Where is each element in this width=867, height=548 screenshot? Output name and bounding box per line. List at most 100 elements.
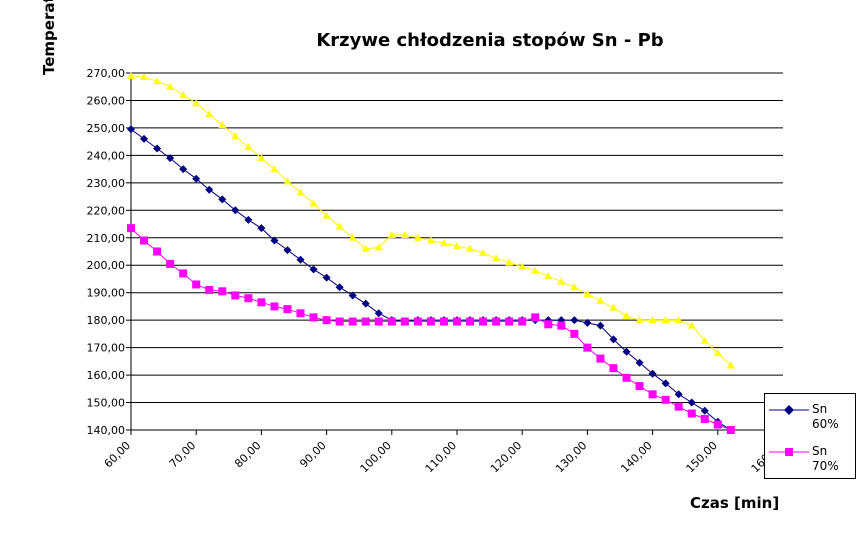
data-point bbox=[648, 390, 657, 399]
legend-marker-square-icon bbox=[769, 448, 809, 456]
data-point bbox=[583, 343, 592, 352]
data-point bbox=[661, 395, 670, 404]
data-point bbox=[713, 349, 722, 357]
data-point bbox=[557, 321, 566, 330]
data-point bbox=[218, 121, 227, 129]
y-tick-label: 270,00 bbox=[87, 67, 126, 80]
data-point bbox=[596, 354, 605, 363]
data-point bbox=[531, 313, 540, 322]
x-axis-label: Czas [min] bbox=[690, 494, 780, 512]
data-point bbox=[205, 185, 214, 194]
data-point bbox=[726, 426, 735, 434]
data-point bbox=[348, 291, 357, 300]
data-point bbox=[348, 317, 357, 326]
data-point bbox=[544, 272, 553, 280]
x-tick-label: 100,00 bbox=[358, 439, 394, 475]
data-point bbox=[192, 280, 201, 289]
data-point bbox=[426, 236, 435, 244]
data-point bbox=[322, 211, 331, 219]
data-point bbox=[518, 262, 527, 270]
data-point bbox=[166, 259, 175, 268]
data-point bbox=[166, 82, 175, 90]
data-point bbox=[257, 224, 266, 233]
data-point bbox=[426, 317, 435, 326]
y-axis-label: Temperatura bbox=[40, 0, 58, 75]
data-point bbox=[244, 294, 253, 303]
data-point bbox=[335, 222, 344, 230]
data-point bbox=[492, 254, 501, 262]
data-point bbox=[218, 195, 227, 204]
legend-item-sn-60: Sn 60% bbox=[765, 394, 855, 434]
data-point bbox=[309, 199, 318, 207]
x-tick-label: 90,00 bbox=[297, 439, 328, 470]
data-point bbox=[283, 177, 292, 185]
data-point bbox=[153, 144, 162, 153]
data-point bbox=[518, 317, 527, 326]
data-point bbox=[596, 321, 605, 330]
chart-title: Krzywe chłodzenia stopów Sn - Pb bbox=[316, 30, 664, 51]
data-point bbox=[622, 347, 631, 356]
data-point bbox=[361, 317, 370, 326]
y-tick-label: 140,00 bbox=[87, 424, 126, 437]
y-tick-label: 240,00 bbox=[87, 149, 126, 162]
y-tick-label: 210,00 bbox=[87, 232, 126, 245]
data-point bbox=[687, 398, 696, 407]
data-point bbox=[687, 321, 696, 329]
data-point bbox=[609, 364, 618, 373]
data-point bbox=[700, 406, 709, 415]
data-point bbox=[153, 247, 162, 256]
data-point bbox=[635, 358, 644, 367]
data-point bbox=[596, 296, 605, 304]
data-point bbox=[439, 239, 448, 247]
data-point bbox=[505, 258, 514, 266]
legend-marker-diamond-icon bbox=[769, 405, 809, 415]
data-point bbox=[387, 317, 396, 326]
legend-label-percent: 70% bbox=[812, 459, 839, 473]
y-tick-label: 180,00 bbox=[87, 314, 126, 327]
data-point bbox=[348, 233, 357, 241]
data-point bbox=[309, 313, 318, 322]
y-tick-label: 220,00 bbox=[87, 204, 126, 217]
data-point bbox=[648, 369, 657, 378]
data-point bbox=[335, 317, 344, 326]
data-point bbox=[322, 316, 331, 325]
data-point bbox=[648, 316, 657, 324]
data-point bbox=[296, 255, 305, 264]
x-tick-label: 130,00 bbox=[553, 439, 589, 475]
data-point bbox=[570, 283, 579, 291]
data-point bbox=[609, 335, 618, 344]
data-point bbox=[309, 265, 318, 274]
data-point bbox=[374, 309, 383, 318]
data-point bbox=[387, 231, 396, 239]
data-point bbox=[296, 309, 305, 318]
data-point bbox=[140, 236, 149, 245]
data-point bbox=[570, 329, 579, 338]
data-point bbox=[413, 317, 422, 326]
data-point bbox=[479, 317, 488, 326]
data-point bbox=[674, 402, 683, 411]
x-tick-label: 110,00 bbox=[423, 439, 459, 475]
data-point bbox=[140, 73, 149, 81]
data-point bbox=[296, 188, 305, 196]
y-tick-label: 230,00 bbox=[87, 177, 126, 190]
x-tick-label: 70,00 bbox=[167, 439, 198, 470]
data-point bbox=[179, 90, 188, 98]
data-point bbox=[127, 125, 135, 134]
x-tick-label: 120,00 bbox=[488, 439, 524, 475]
x-tick-label: 60,00 bbox=[102, 439, 133, 470]
data-point bbox=[374, 317, 383, 326]
data-point bbox=[570, 316, 579, 325]
legend-label: Sn bbox=[812, 444, 828, 458]
data-point bbox=[335, 283, 344, 292]
data-point bbox=[609, 303, 618, 311]
data-point bbox=[244, 215, 253, 224]
data-point bbox=[257, 298, 266, 307]
y-tick-label: 260,00 bbox=[87, 94, 126, 107]
data-point bbox=[231, 132, 240, 140]
data-point bbox=[205, 285, 214, 294]
data-point bbox=[283, 305, 292, 314]
data-point bbox=[361, 299, 370, 308]
data-point bbox=[700, 336, 709, 344]
data-point bbox=[400, 317, 409, 326]
